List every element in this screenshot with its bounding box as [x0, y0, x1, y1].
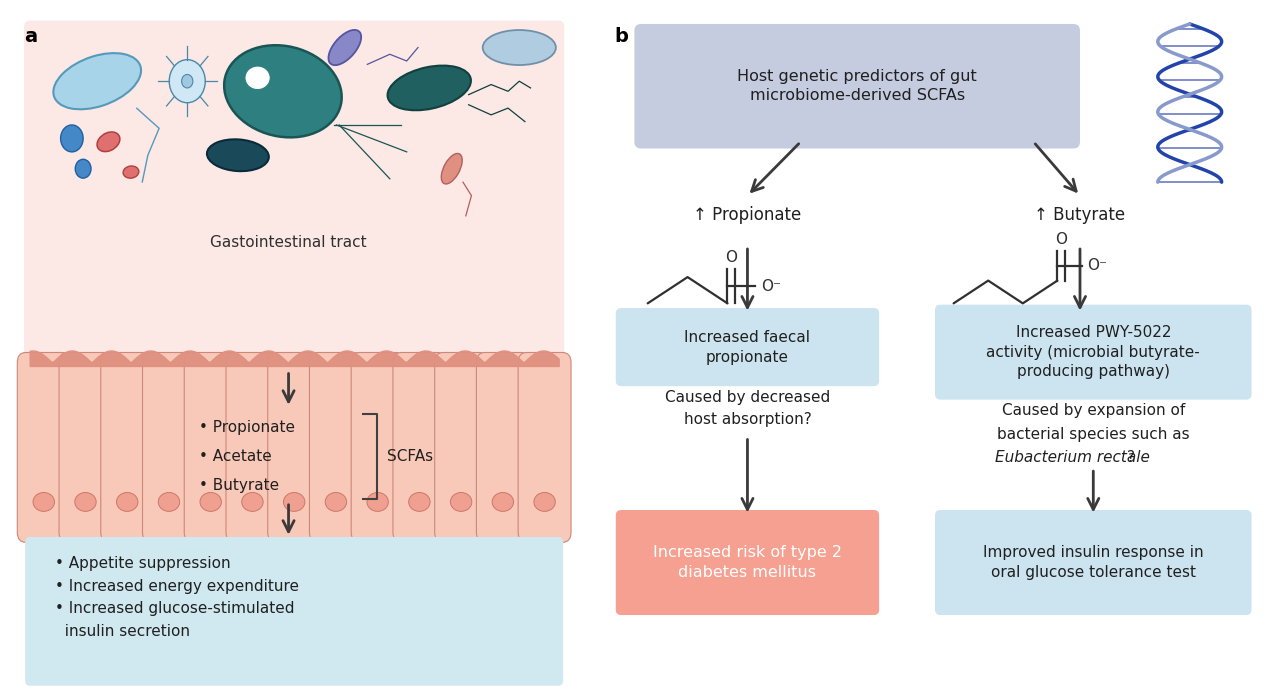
Circle shape	[60, 125, 83, 152]
FancyBboxPatch shape	[615, 308, 879, 386]
Text: O: O	[725, 250, 738, 265]
FancyBboxPatch shape	[24, 21, 564, 371]
FancyBboxPatch shape	[476, 353, 530, 542]
FancyBboxPatch shape	[615, 510, 879, 615]
Text: • Butyrate: • Butyrate	[198, 478, 279, 493]
Text: Improved insulin response in
oral glucose tolerance test: Improved insulin response in oral glucos…	[984, 545, 1204, 580]
Text: O: O	[1055, 232, 1068, 247]
Ellipse shape	[450, 493, 472, 511]
FancyBboxPatch shape	[142, 353, 196, 542]
Ellipse shape	[97, 132, 120, 151]
Circle shape	[169, 60, 205, 103]
FancyBboxPatch shape	[267, 353, 321, 542]
Text: a: a	[24, 27, 37, 46]
FancyBboxPatch shape	[226, 353, 279, 542]
Text: Caused by decreased: Caused by decreased	[665, 389, 830, 405]
FancyBboxPatch shape	[935, 305, 1252, 400]
FancyBboxPatch shape	[435, 353, 487, 542]
Ellipse shape	[325, 493, 347, 511]
Text: Host genetic predictors of gut
microbiome-derived SCFAs: Host genetic predictors of gut microbiom…	[737, 69, 977, 103]
FancyBboxPatch shape	[184, 353, 237, 542]
Text: SCFAs: SCFAs	[388, 449, 434, 464]
FancyBboxPatch shape	[310, 353, 362, 542]
Ellipse shape	[409, 493, 430, 511]
Ellipse shape	[441, 153, 462, 184]
Text: Gastointestinal tract: Gastointestinal tract	[210, 235, 367, 251]
Ellipse shape	[123, 166, 139, 178]
FancyBboxPatch shape	[18, 353, 70, 542]
FancyBboxPatch shape	[59, 353, 113, 542]
FancyBboxPatch shape	[935, 510, 1252, 615]
FancyBboxPatch shape	[101, 353, 153, 542]
Text: Increased faecal
propionate: Increased faecal propionate	[684, 330, 811, 364]
FancyBboxPatch shape	[634, 24, 1079, 149]
Text: host absorption?: host absorption?	[683, 412, 811, 428]
Text: ↑ Propionate: ↑ Propionate	[693, 205, 802, 223]
Text: • Propionate: • Propionate	[198, 421, 294, 435]
FancyBboxPatch shape	[393, 353, 446, 542]
Ellipse shape	[33, 493, 55, 511]
Text: ?: ?	[1127, 450, 1134, 465]
Ellipse shape	[224, 45, 341, 137]
Ellipse shape	[159, 493, 179, 511]
Ellipse shape	[207, 139, 269, 171]
Text: Eubacterium rectale: Eubacterium rectale	[995, 450, 1150, 465]
Ellipse shape	[246, 66, 270, 90]
Ellipse shape	[329, 30, 361, 65]
Text: • Acetate: • Acetate	[198, 449, 271, 464]
Ellipse shape	[116, 493, 138, 511]
Ellipse shape	[284, 493, 304, 511]
Circle shape	[182, 74, 193, 88]
Text: O⁻: O⁻	[761, 279, 780, 294]
Ellipse shape	[388, 66, 471, 110]
Text: Caused by expansion of: Caused by expansion of	[1001, 403, 1184, 418]
Text: Increased risk of type 2
diabetes mellitus: Increased risk of type 2 diabetes mellit…	[654, 545, 842, 580]
FancyBboxPatch shape	[518, 353, 570, 542]
Ellipse shape	[482, 30, 556, 65]
Text: b: b	[614, 27, 628, 46]
Text: O⁻: O⁻	[1087, 258, 1106, 273]
FancyBboxPatch shape	[352, 353, 404, 542]
Ellipse shape	[242, 493, 263, 511]
Text: • Appetite suppression
• Increased energy expenditure
• Increased glucose-stimul: • Appetite suppression • Increased energ…	[55, 556, 299, 639]
FancyBboxPatch shape	[26, 537, 563, 686]
Ellipse shape	[533, 493, 555, 511]
Ellipse shape	[200, 493, 221, 511]
Text: bacterial species such as: bacterial species such as	[996, 427, 1189, 441]
Ellipse shape	[367, 493, 389, 511]
Ellipse shape	[492, 493, 514, 511]
Text: ↑ Butyrate: ↑ Butyrate	[1035, 205, 1126, 223]
Circle shape	[75, 160, 91, 178]
Ellipse shape	[74, 493, 96, 511]
Text: Increased PWY-5022
activity (microbial butyrate-
producing pathway): Increased PWY-5022 activity (microbial b…	[986, 325, 1200, 379]
Ellipse shape	[54, 53, 141, 109]
